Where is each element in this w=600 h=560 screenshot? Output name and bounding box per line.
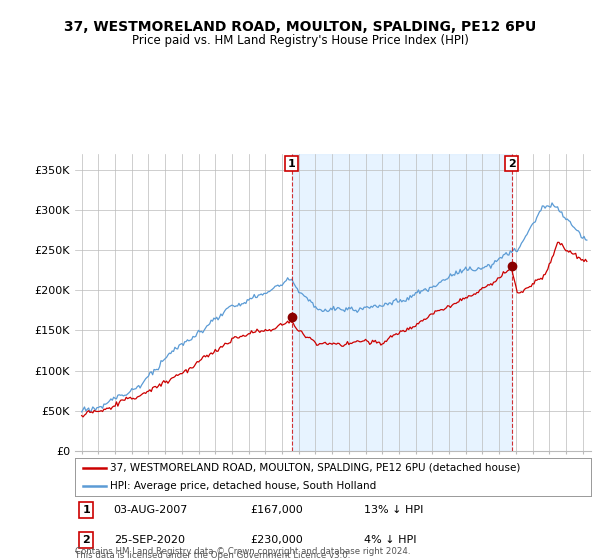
- Text: 2: 2: [82, 535, 90, 545]
- Text: 37, WESTMORELAND ROAD, MOULTON, SPALDING, PE12 6PU (detached house): 37, WESTMORELAND ROAD, MOULTON, SPALDING…: [110, 463, 520, 473]
- Text: Price paid vs. HM Land Registry's House Price Index (HPI): Price paid vs. HM Land Registry's House …: [131, 34, 469, 46]
- Text: 03-AUG-2007: 03-AUG-2007: [114, 505, 188, 515]
- Text: 1: 1: [82, 505, 90, 515]
- Text: £230,000: £230,000: [250, 535, 303, 545]
- Text: 2: 2: [508, 158, 515, 169]
- Text: 13% ↓ HPI: 13% ↓ HPI: [364, 505, 424, 515]
- Text: 1: 1: [288, 158, 296, 169]
- Text: £167,000: £167,000: [250, 505, 303, 515]
- Text: This data is licensed under the Open Government Licence v3.0.: This data is licensed under the Open Gov…: [75, 551, 350, 560]
- Text: 4% ↓ HPI: 4% ↓ HPI: [364, 535, 416, 545]
- Text: HPI: Average price, detached house, South Holland: HPI: Average price, detached house, Sout…: [110, 481, 376, 491]
- Text: 37, WESTMORELAND ROAD, MOULTON, SPALDING, PE12 6PU: 37, WESTMORELAND ROAD, MOULTON, SPALDING…: [64, 20, 536, 34]
- Bar: [292, 154, 512, 451]
- Text: Contains HM Land Registry data © Crown copyright and database right 2024.: Contains HM Land Registry data © Crown c…: [75, 547, 410, 556]
- Text: 25-SEP-2020: 25-SEP-2020: [114, 535, 185, 545]
